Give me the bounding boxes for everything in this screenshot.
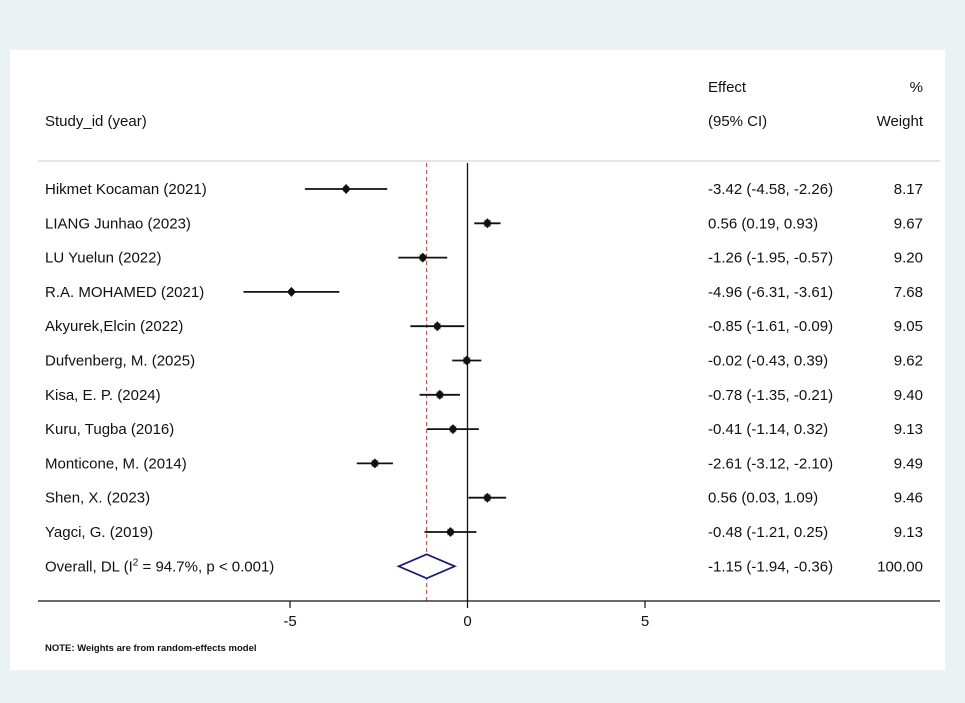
header-study: Study_id (year) — [45, 113, 147, 130]
overall-label-sup: 2 — [133, 557, 139, 568]
x-axis-tick-label: -5 — [283, 613, 296, 630]
header-effect-ci: (95% CI) — [708, 113, 767, 130]
study-row: LU Yuelun (2022) -1.26 (-1.95, -0.57) 9.20 — [45, 250, 923, 267]
overall-weight-label: 100.00 — [877, 558, 923, 575]
study-ci-label: 0.56 (0.03, 1.09) — [708, 490, 818, 507]
study-effect-point — [341, 184, 351, 194]
weights-note: NOTE: Weights are from random-effects mo… — [45, 643, 257, 654]
header-weight: Weight — [877, 113, 924, 130]
overall-row: Overall, DL (I2 = 94.7%, p < 0.001) -1.15… — [45, 553, 923, 580]
study-weight-label: 9.20 — [894, 250, 923, 267]
header-weight-percent: % — [910, 79, 923, 96]
study-effect-point — [482, 492, 492, 503]
study-row: R.A. MOHAMED (2021) -4.96 (-6.31, -3.61) 7… — [45, 284, 923, 301]
study-weight-label: 9.67 — [894, 215, 923, 232]
study-name: Dufvenberg, M. (2025) — [45, 353, 195, 370]
study-effect-point — [482, 218, 492, 229]
study-name: Akyurek,Elcin (2022) — [45, 318, 183, 335]
study-effect-point — [462, 355, 472, 366]
study-row: LIANG Junhao (2023) 0.56 (0.19, 0.93) 9.67 — [45, 215, 923, 232]
x-axis: -5 0 5 — [38, 600, 940, 630]
study-ci-label: -3.42 (-4.58, -2.26) — [708, 181, 833, 198]
study-ci-label: -0.41 (-1.14, 0.32) — [708, 421, 828, 438]
study-row: Dufvenberg, M. (2025) -0.02 (-0.43, 0.39)… — [45, 353, 923, 370]
study-ci-label: -2.61 (-3.12, -2.10) — [708, 455, 833, 472]
study-name: LIANG Junhao (2023) — [45, 215, 191, 232]
study-name: Hikmet Kocaman (2021) — [45, 181, 207, 198]
header-effect: Effect — [708, 79, 747, 96]
x-axis-tick-label: 5 — [641, 613, 649, 630]
study-effect-point — [370, 458, 380, 469]
study-row: Kuru, Tugba (2016) -0.41 (-1.14, 0.32) 9.1… — [45, 421, 923, 438]
study-ci-label: -0.85 (-1.61, -0.09) — [708, 318, 833, 335]
study-weight-label: 7.68 — [894, 284, 923, 301]
study-ci-label: -0.02 (-0.43, 0.39) — [708, 353, 828, 370]
study-weight-label: 9.49 — [894, 455, 923, 472]
study-effect-point — [418, 252, 428, 263]
study-row: Shen, X. (2023) 0.56 (0.03, 1.09) 9.46 — [45, 490, 923, 507]
study-weight-label: 9.13 — [894, 524, 923, 541]
study-name: Kisa, E. P. (2024) — [45, 387, 161, 404]
study-name: LU Yuelun (2022) — [45, 250, 161, 267]
study-effect-point — [432, 321, 442, 332]
study-ci-label: -4.96 (-6.31, -3.61) — [708, 284, 833, 301]
study-name: Shen, X. (2023) — [45, 490, 150, 507]
study-name: Monticone, M. (2014) — [45, 455, 187, 472]
study-effect-point — [435, 389, 445, 400]
study-name: R.A. MOHAMED (2021) — [45, 284, 204, 301]
study-ci-label: -1.26 (-1.95, -0.57) — [708, 250, 833, 267]
study-row: Kisa, E. P. (2024) -0.78 (-1.35, -0.21) 9.… — [45, 387, 923, 404]
overall-label-suffix: = 94.7%, p < 0.001) — [138, 558, 274, 575]
overall-ci-label: -1.15 (-1.94, -0.36) — [708, 558, 833, 575]
study-weight-label: 9.62 — [894, 353, 923, 370]
study-weight-label: 9.46 — [894, 490, 923, 507]
x-axis-tick-label: 0 — [463, 613, 471, 630]
study-rows: Hikmet Kocaman (2021) -3.42 (-4.58, -2.26… — [45, 163, 923, 601]
study-row: Akyurek,Elcin (2022) -0.85 (-1.61, -0.09)… — [45, 318, 923, 335]
study-weight-label: 9.40 — [894, 387, 923, 404]
study-effect-point — [445, 527, 455, 537]
study-weight-label: 9.05 — [894, 318, 923, 335]
study-ci-label: 0.56 (0.19, 0.93) — [708, 215, 818, 232]
study-ci-label: -0.78 (-1.35, -0.21) — [708, 387, 833, 404]
study-ci-label: -0.48 (-1.21, 0.25) — [708, 524, 828, 541]
study-effect-point — [448, 424, 458, 435]
study-weight-label: 9.13 — [894, 421, 923, 438]
study-row: Hikmet Kocaman (2021) -3.42 (-4.58, -2.26… — [45, 181, 923, 198]
study-name: Yagci, G. (2019) — [45, 524, 153, 541]
study-effect-point — [286, 286, 296, 297]
study-name: Kuru, Tugba (2016) — [45, 421, 174, 438]
study-row: Monticone, M. (2014) -2.61 (-3.12, -2.10)… — [45, 455, 923, 472]
study-row: Yagci, G. (2019) -0.48 (-1.21, 0.25) 9.13 — [45, 524, 923, 541]
overall-label: Overall, DL (I2 = 94.7%, p < 0.001) — [45, 557, 274, 575]
overall-diamond — [396, 553, 458, 580]
overall-label-prefix: Overall, DL (I — [45, 558, 133, 575]
study-weight-label: 8.17 — [894, 181, 923, 198]
